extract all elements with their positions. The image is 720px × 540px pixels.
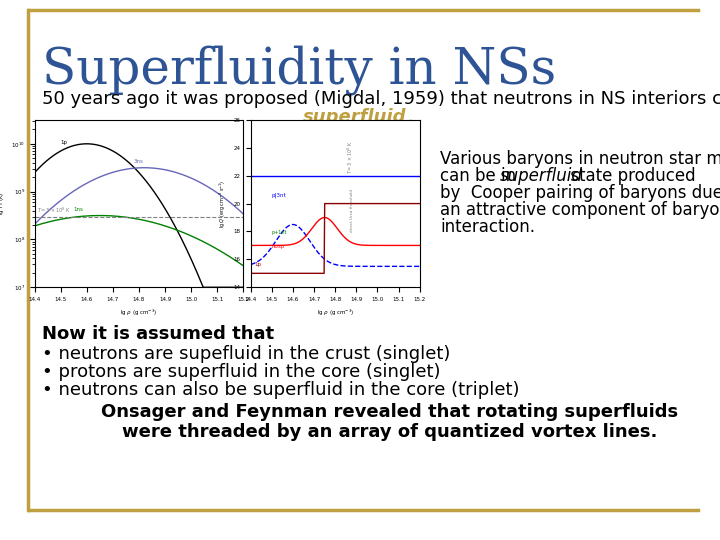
Text: • neutrons are supefluid in the crust (singlet): • neutrons are supefluid in the crust (s… bbox=[42, 345, 451, 363]
Text: direct Urca threshold: direct Urca threshold bbox=[350, 189, 354, 232]
Text: p|3nt: p|3nt bbox=[271, 193, 287, 198]
Text: 50 years ago it was proposed (Migdal, 1959) that neutrons in NS interiors can be: 50 years ago it was proposed (Migdal, 19… bbox=[42, 90, 720, 108]
X-axis label: lg $\rho$ (g cm$^{-3}$): lg $\rho$ (g cm$^{-3}$) bbox=[120, 308, 158, 318]
Y-axis label: lg $Q$ (erg cm$^{-3}$ s$^{-1}$): lg $Q$ (erg cm$^{-3}$ s$^{-1}$) bbox=[218, 179, 228, 228]
Text: 3ns: 3ns bbox=[134, 159, 143, 164]
Text: $T=3\times10^8$ K: $T=3\times10^8$ K bbox=[37, 206, 71, 215]
Text: an attractive component of baryon-baryon: an attractive component of baryon-baryon bbox=[440, 201, 720, 219]
Y-axis label: lg $T_c$ (K): lg $T_c$ (K) bbox=[0, 192, 6, 215]
Text: • protons are superfluid in the core (singlet): • protons are superfluid in the core (si… bbox=[42, 363, 441, 381]
Text: Various baryons in neutron star matter: Various baryons in neutron star matter bbox=[440, 150, 720, 168]
Text: superfluid: superfluid bbox=[500, 167, 583, 185]
X-axis label: lg $\rho$ (g cm$^{-3}$): lg $\rho$ (g cm$^{-3}$) bbox=[317, 308, 354, 318]
Text: 1ns: 1ns bbox=[73, 207, 84, 212]
Text: state produced: state produced bbox=[565, 167, 696, 185]
Text: • neutrons can also be superfluid in the core (triplet): • neutrons can also be superfluid in the… bbox=[42, 381, 520, 399]
Text: were threaded by an array of quantized vortex lines.: were threaded by an array of quantized v… bbox=[122, 423, 657, 441]
Text: interaction.: interaction. bbox=[440, 218, 535, 236]
Text: can be in: can be in bbox=[440, 167, 521, 185]
Text: superfluid: superfluid bbox=[303, 108, 407, 126]
Text: nosp: nosp bbox=[271, 244, 285, 249]
Text: $T=3\times10^8$ K: $T=3\times10^8$ K bbox=[346, 141, 355, 174]
Text: Onsager and Feynman revealed that rotating superfluids: Onsager and Feynman revealed that rotati… bbox=[102, 403, 678, 421]
Text: 1p: 1p bbox=[255, 262, 262, 267]
Text: Now it is assumed that: Now it is assumed that bbox=[42, 325, 274, 343]
Text: .: . bbox=[407, 108, 413, 126]
Text: Superfluidity in NSs: Superfluidity in NSs bbox=[42, 45, 557, 95]
Text: p+1nt: p+1nt bbox=[271, 230, 287, 235]
Text: 1p: 1p bbox=[60, 140, 68, 145]
Text: by  Cooper pairing of baryons due to: by Cooper pairing of baryons due to bbox=[440, 184, 720, 202]
